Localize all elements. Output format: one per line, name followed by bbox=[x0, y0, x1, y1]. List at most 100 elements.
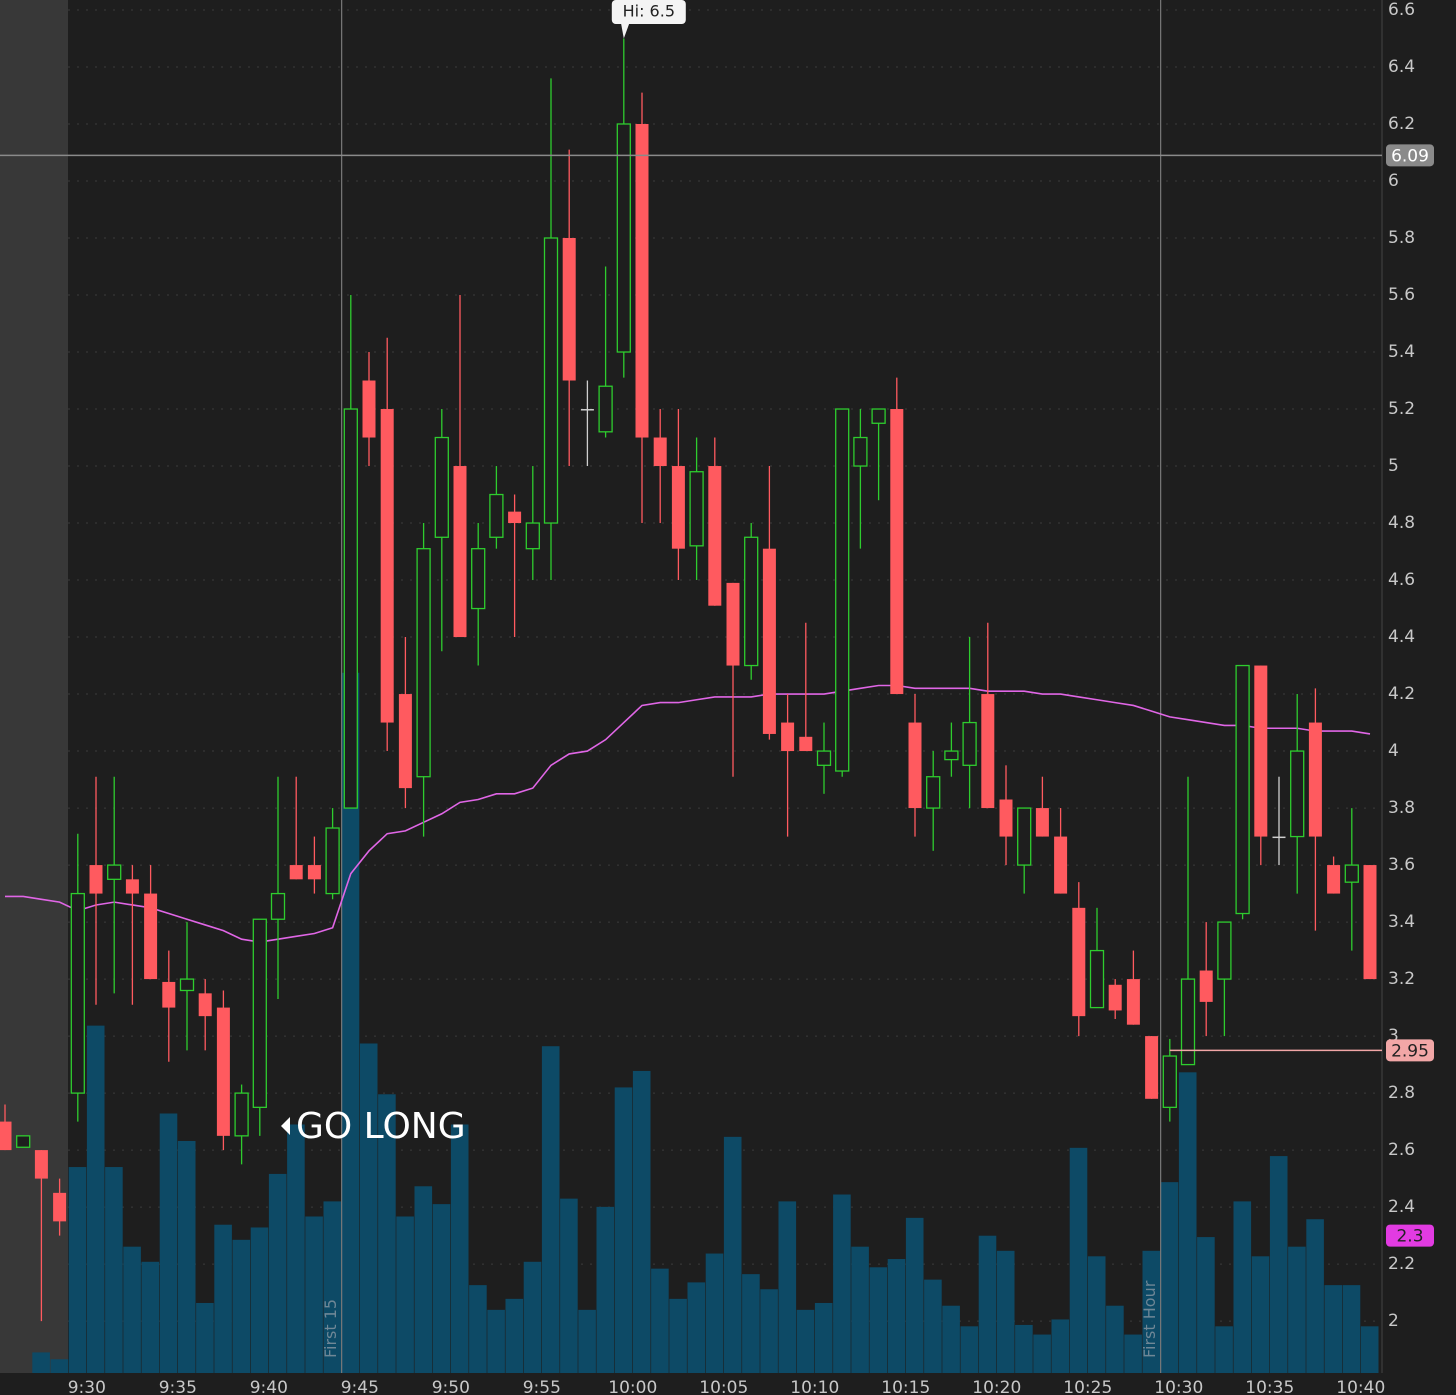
candle-body bbox=[343, 408, 358, 809]
y-tick-label: 4.4 bbox=[1388, 627, 1415, 647]
x-tick-label: 9:55 bbox=[523, 1378, 561, 1395]
volume-bar bbox=[996, 1250, 1015, 1373]
y-tick-label: 6.6 bbox=[1388, 0, 1415, 20]
volume-bar bbox=[869, 1267, 888, 1373]
volume-bar bbox=[1342, 1285, 1361, 1373]
candle-body bbox=[635, 123, 649, 438]
volume-bar bbox=[669, 1298, 687, 1373]
y-tick-label: 4.2 bbox=[1388, 684, 1415, 704]
candle-body bbox=[325, 827, 340, 895]
candle-body bbox=[1145, 1036, 1159, 1099]
candle-body bbox=[1108, 984, 1122, 1011]
x-tick-label: 9:40 bbox=[250, 1378, 288, 1395]
volume-bar bbox=[942, 1305, 960, 1373]
volume-bar bbox=[50, 1359, 69, 1373]
candle-body bbox=[671, 466, 685, 549]
candle-body bbox=[16, 1135, 31, 1148]
y-tick-label: 5.4 bbox=[1388, 342, 1415, 362]
candle-body bbox=[799, 736, 813, 752]
volume-bar bbox=[1051, 1319, 1070, 1373]
volume-bar bbox=[960, 1326, 979, 1373]
candle-body bbox=[1089, 949, 1105, 1009]
volume-bar bbox=[268, 1173, 287, 1373]
candle-body bbox=[1162, 1055, 1177, 1108]
volume-bar bbox=[705, 1253, 724, 1373]
volume-bar bbox=[924, 1279, 942, 1373]
vwap-line bbox=[5, 684, 1371, 943]
x-tick-label: 10:05 bbox=[699, 1378, 748, 1395]
candle-body bbox=[1199, 970, 1213, 1002]
x-tick-label: 10:25 bbox=[1063, 1378, 1112, 1395]
candle-body bbox=[1363, 865, 1377, 980]
candle-body bbox=[708, 466, 722, 606]
candle-body bbox=[270, 892, 286, 920]
candle-body bbox=[1254, 665, 1268, 837]
y-tick-label: 5 bbox=[1388, 456, 1399, 476]
volume-bar bbox=[523, 1261, 542, 1373]
candle-body bbox=[252, 918, 267, 1108]
candle-body bbox=[781, 722, 795, 752]
volume-bar bbox=[1251, 1256, 1270, 1373]
candle-body bbox=[543, 237, 559, 524]
candle-body bbox=[70, 892, 85, 1094]
candle-body bbox=[853, 436, 868, 467]
price-tag-box bbox=[1386, 144, 1434, 167]
volume-bar bbox=[778, 1201, 797, 1373]
candle-body bbox=[416, 548, 431, 778]
volume-bar bbox=[250, 1227, 269, 1373]
y-tick-label: 2.4 bbox=[1388, 1197, 1415, 1217]
annotation: GO LONG bbox=[296, 1106, 466, 1147]
y-tick-label: 4.6 bbox=[1388, 570, 1415, 590]
volume-bar bbox=[359, 1043, 378, 1373]
volume-bar bbox=[632, 1070, 651, 1373]
volume-bar bbox=[196, 1302, 214, 1373]
candle-body bbox=[362, 380, 376, 438]
price-tag-box bbox=[1386, 1039, 1434, 1062]
candle-body bbox=[34, 1150, 48, 1179]
candle-body bbox=[1344, 864, 1359, 883]
y-tick-label: 5.6 bbox=[1388, 285, 1415, 305]
candle-body bbox=[689, 471, 704, 547]
volume-bar bbox=[760, 1289, 778, 1373]
volume-bar bbox=[905, 1217, 924, 1373]
candle-body bbox=[726, 582, 740, 666]
volume-bar bbox=[814, 1302, 833, 1373]
volume-bar bbox=[1288, 1246, 1306, 1373]
volume-bar bbox=[414, 1186, 433, 1373]
volume-bar bbox=[305, 1216, 323, 1373]
volume-bar bbox=[1233, 1201, 1252, 1373]
volume-bar bbox=[341, 672, 360, 1373]
volume-bar bbox=[177, 1140, 196, 1373]
volume-bar bbox=[469, 1285, 487, 1373]
candle-body bbox=[89, 865, 103, 894]
volume-bar bbox=[1033, 1334, 1051, 1373]
x-tick-label: 10:20 bbox=[972, 1378, 1021, 1395]
volume-bar bbox=[1269, 1156, 1288, 1373]
price-tag-box bbox=[1386, 1224, 1434, 1247]
candle-body bbox=[598, 385, 613, 433]
volume-bar bbox=[1160, 1182, 1179, 1373]
volume-bar bbox=[1106, 1305, 1124, 1373]
y-tick-label: 6.4 bbox=[1388, 57, 1415, 77]
candle-body bbox=[999, 799, 1013, 837]
candle-body bbox=[1072, 907, 1086, 1017]
volume-bar bbox=[450, 1124, 469, 1373]
volume-bar bbox=[796, 1309, 815, 1373]
x-tick-label: 10:30 bbox=[1154, 1378, 1203, 1395]
volume-bar bbox=[1215, 1326, 1233, 1373]
candle-body bbox=[1308, 722, 1322, 837]
volume-bar bbox=[505, 1298, 524, 1373]
volume-bar bbox=[978, 1235, 997, 1373]
candle-body bbox=[1054, 836, 1068, 894]
candle-body bbox=[1235, 664, 1250, 915]
candle-body bbox=[1327, 865, 1341, 894]
session-label: First Hour bbox=[1140, 1280, 1159, 1358]
volume-bar bbox=[432, 1204, 451, 1373]
price-tag: 6.09 bbox=[1391, 146, 1429, 166]
candle-body bbox=[398, 694, 412, 789]
volume-bar bbox=[651, 1268, 669, 1373]
volume-bar bbox=[378, 1094, 396, 1373]
x-tick-label: 10:15 bbox=[881, 1378, 930, 1395]
candle-body bbox=[762, 548, 776, 734]
candle-body bbox=[944, 750, 959, 761]
